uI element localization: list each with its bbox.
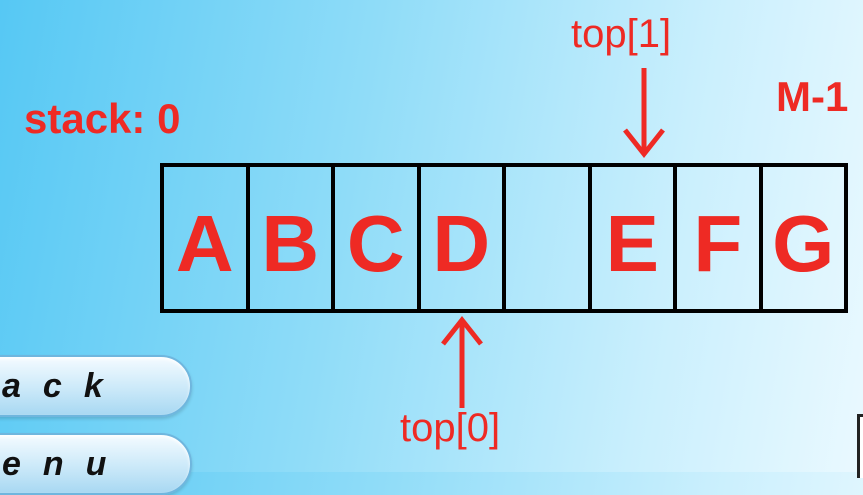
top1-arrow-icon — [623, 68, 665, 159]
stack-label: stack: 0 — [24, 95, 181, 142]
top0-arrow-icon — [441, 315, 483, 408]
m-minus-1-label: M-1 — [776, 73, 849, 120]
array-cell: D — [421, 167, 506, 309]
back-button-label: ack — [2, 367, 125, 405]
top1-label: top[1] — [571, 12, 672, 56]
array-cell — [506, 167, 592, 309]
array-cell: C — [335, 167, 421, 309]
menu-button-label: enu — [2, 445, 129, 483]
array-cell: G — [772, 199, 835, 288]
stack-array: A B C D E F G — [160, 163, 848, 313]
menu-button[interactable]: enu — [0, 433, 192, 495]
array-cell: F — [677, 167, 763, 309]
back-button[interactable]: ack — [0, 355, 192, 417]
corner-frame — [857, 414, 863, 478]
top0-label: top[0] — [400, 406, 501, 450]
array-cell: A — [164, 167, 250, 309]
array-cell: E — [592, 167, 677, 309]
array-cell: B — [250, 167, 335, 309]
